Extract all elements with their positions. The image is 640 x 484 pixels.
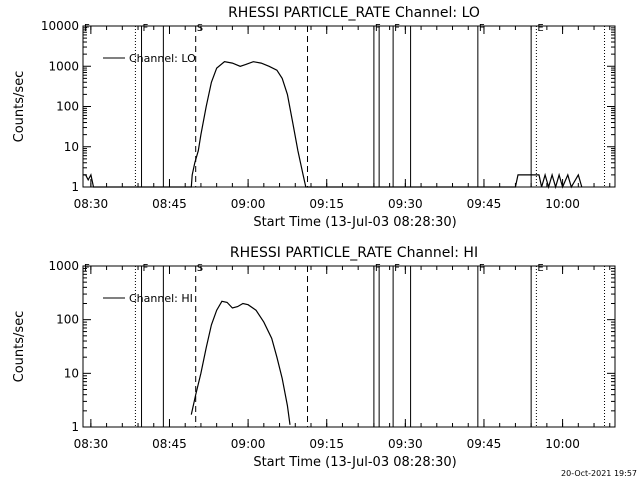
- y-axis-label: Counts/sec: [12, 311, 27, 383]
- footer-timestamp: 20-Oct-2021 19:57: [561, 469, 637, 478]
- x-tick-label: 08:30: [74, 197, 109, 211]
- panel-hi: RHESSI PARTICLE_RATE Channel: HIF F S F F F E1…: [12, 245, 616, 470]
- x-tick-label: 10:00: [545, 197, 580, 211]
- annotation-label: F: [394, 263, 400, 274]
- legend-label: Channel: LO: [129, 52, 196, 65]
- x-tick-label: 09:30: [388, 197, 423, 211]
- annotation-label: F: [479, 263, 485, 274]
- x-tick-label: 08:45: [152, 437, 187, 451]
- y-tick-label: 1000: [48, 59, 79, 73]
- annotation-label: F: [84, 23, 90, 34]
- annotation-label: F: [375, 23, 381, 34]
- annotation-label: F: [143, 23, 149, 34]
- annotation-label: E: [537, 23, 543, 34]
- x-tick-label: 09:15: [309, 197, 344, 211]
- x-axis-label: Start Time (13-Jul-03 08:28:30): [253, 215, 456, 230]
- y-tick-label: 1000: [48, 259, 79, 273]
- x-tick-label: 09:30: [388, 437, 423, 451]
- x-tick-label: 09:00: [231, 197, 266, 211]
- y-tick-label: 1: [71, 420, 79, 434]
- annotation-label: F: [394, 23, 400, 34]
- y-tick-label: 10: [64, 366, 79, 380]
- x-tick-label: 08:45: [152, 197, 187, 211]
- panel-lo: RHESSI PARTICLE_RATE Channel: LO F F S F F F E 1…: [12, 5, 616, 230]
- plot-frame: [82, 265, 616, 428]
- x-tick-label: 08:30: [74, 437, 109, 451]
- annotation-label: S: [197, 23, 203, 34]
- y-tick-label: 100: [56, 100, 79, 114]
- y-tick-label: 100: [56, 313, 79, 327]
- annotation-label: F: [479, 23, 485, 34]
- y-tick-label: 10: [64, 140, 79, 154]
- series-line: [190, 300, 291, 425]
- y-tick-label: 10000: [41, 19, 79, 33]
- x-tick-label: 09:45: [467, 437, 502, 451]
- plot-frame: [82, 25, 616, 188]
- x-tick-label: 09:00: [231, 437, 266, 451]
- x-axis-label: Start Time (13-Jul-03 08:28:30): [253, 455, 456, 470]
- legend-label: Channel: HI: [129, 292, 193, 305]
- annotation-label: E: [537, 263, 543, 274]
- x-tick-label: 10:00: [545, 437, 580, 451]
- annotation-label: F: [375, 263, 381, 274]
- x-tick-label: 09:15: [309, 437, 344, 451]
- x-tick-label: 09:45: [467, 197, 502, 211]
- chart-title: RHESSI PARTICLE_RATE Channel: LO: [228, 5, 480, 21]
- chart-title: RHESSI PARTICLE_RATE Channel: HI: [230, 245, 478, 261]
- annotation-label: S: [197, 263, 203, 274]
- y-axis-label: Counts/sec: [12, 71, 27, 143]
- y-tick-label: 1: [71, 180, 79, 194]
- annotation-label: F: [143, 263, 149, 274]
- series-line: [83, 61, 583, 190]
